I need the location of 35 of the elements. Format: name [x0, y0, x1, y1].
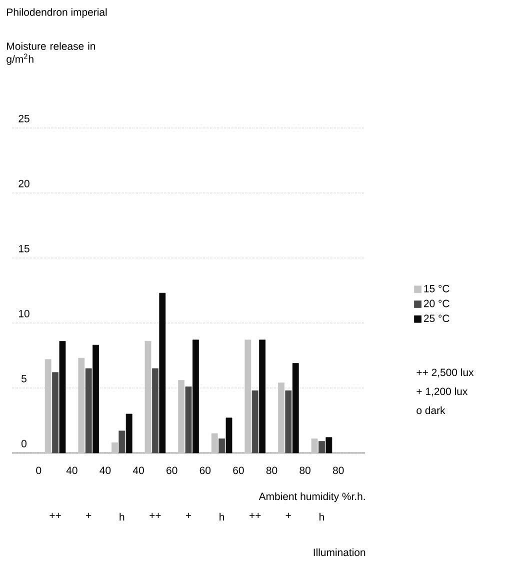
x-tick-label: ++ [150, 512, 161, 518]
text: 80 [266, 466, 278, 474]
text: o dark [416, 406, 446, 414]
text: 40 [100, 466, 111, 474]
y-tick-label: 25 [18, 114, 30, 122]
legend-label: 15 °C [424, 284, 450, 292]
x-tick-label: + [86, 512, 92, 518]
text: 0 [36, 466, 42, 474]
y-tick-label: 10 [18, 310, 30, 318]
x-tick-label: + [286, 512, 291, 518]
chart-title: Philodendron imperial [7, 8, 107, 18]
x-tick-label: h [120, 512, 124, 521]
x-tick-label: ++ [250, 512, 261, 518]
text: 80 [332, 466, 344, 474]
x-tick-label: h [220, 512, 224, 521]
text: + 1,200 lux [416, 387, 468, 396]
x-tick-label: + [186, 512, 192, 518]
x-tick-label: h [320, 512, 324, 521]
x-axis-title: Illumination [314, 548, 366, 556]
x-tick-label: ++ [50, 512, 61, 518]
y-tick-label: 0 [21, 440, 26, 448]
text: 40 [132, 466, 144, 474]
text: 40 [66, 466, 78, 474]
text: 60 [200, 466, 211, 474]
legend-label: 25 °C [424, 314, 450, 322]
text: 60 [166, 466, 178, 474]
text: 60 [233, 466, 244, 474]
legend-label: 20 °C [424, 300, 450, 308]
text: 80 [300, 466, 310, 474]
text: Ambient humidity %r.h. [258, 492, 365, 502]
text: ++ 2,500 lux [416, 368, 474, 378]
y-tick-label: 5 [22, 375, 26, 382]
y-tick-label: 15 [18, 245, 30, 252]
y-axis-title: Moisture release in g/m$^{2}$h [6, 42, 96, 65]
y-tick-label: 20 [18, 180, 30, 188]
